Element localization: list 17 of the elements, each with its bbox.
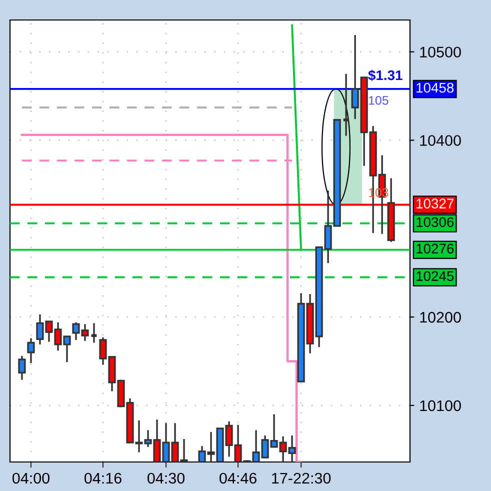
x-tick-label: 04:00 — [12, 472, 50, 484]
ref-line-label: 10327 — [416, 198, 454, 208]
x-tick-label: 04:30 — [148, 472, 185, 484]
ref-line-label: 10245 — [416, 271, 454, 281]
x-tick-label: 04:46 — [220, 472, 256, 484]
y-tick-label: 10200 — [420, 312, 461, 323]
ref-line-label: 10276 — [416, 244, 454, 254]
x-tick-label: 17-22:30 — [272, 472, 331, 484]
y-tick-label: 10500 — [420, 46, 461, 58]
x-tick-label: 04:16 — [84, 472, 122, 484]
annotation: 103 — [368, 188, 388, 197]
ref-line-label: 10306 — [416, 217, 454, 228]
ref-line-label: 10458 — [416, 82, 454, 93]
annotation: $1.31 — [368, 70, 402, 82]
y-tick-label: 10400 — [420, 135, 461, 146]
annotation: 105 — [368, 96, 388, 105]
y-tick-label: 10100 — [420, 400, 461, 412]
